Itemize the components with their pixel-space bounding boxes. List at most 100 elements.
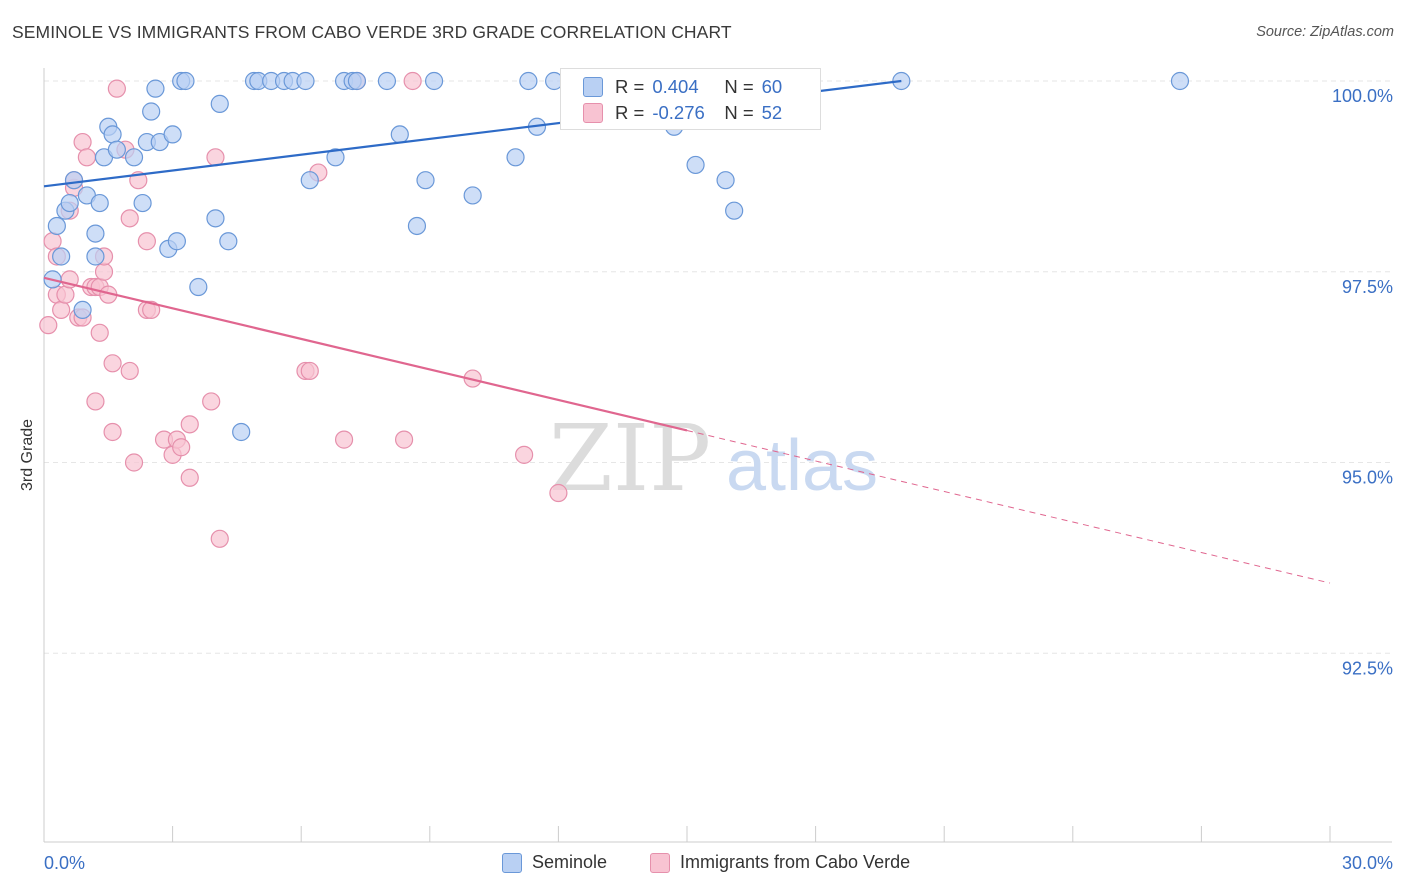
stats-row-seminole: R = 0.404 N = 60 [583, 74, 782, 100]
y-tick-label: 97.5% [1342, 277, 1393, 297]
seminole-point [424, 71, 444, 91]
seminole-point [686, 155, 705, 175]
seminole-point [189, 277, 208, 297]
cabo-verde-point [103, 354, 122, 373]
cabo-verde-point [73, 132, 92, 152]
legend-item-cabo-verde[interactable]: Immigrants from Cabo Verde [650, 852, 910, 873]
cabo-verde-point [103, 422, 122, 442]
seminole-point [377, 71, 397, 91]
seminole-point [146, 79, 165, 98]
cabo-verde-point [394, 430, 414, 449]
seminole-point [124, 148, 144, 167]
cabo-verde-point [137, 232, 156, 251]
r-label: R = [615, 102, 645, 123]
cabo-verde-point [142, 300, 161, 319]
seminole-point [519, 71, 538, 91]
seminole-point [176, 71, 195, 91]
cabo-verde-point [210, 529, 229, 548]
stats-legend: R = 0.404 N = 60 R = -0.276 N = 52 [560, 68, 821, 130]
axes [43, 68, 1392, 843]
cabo-verde-point [120, 361, 139, 381]
n-label: N = [724, 102, 754, 123]
seminole-swatch [583, 77, 603, 97]
legend-label-seminole: Seminole [532, 852, 608, 872]
seminole-point [506, 148, 525, 167]
seminole-point [300, 171, 319, 190]
seminole-swatch [502, 852, 522, 873]
seminole-point [90, 193, 109, 213]
cabo-verde-point [90, 323, 109, 342]
cabo-verde-point [52, 300, 71, 319]
seminole-point [232, 422, 251, 442]
cabo-verde-point [86, 392, 105, 411]
chart-title: SEMINOLE VS IMMIGRANTS FROM CABO VERDE 3… [12, 22, 732, 42]
seminole-point [206, 209, 225, 228]
cabo-verde-point [77, 148, 96, 167]
cabo-verde-point [120, 209, 139, 228]
seminole-point [133, 193, 152, 213]
seminole-point [167, 232, 186, 251]
seminole-point [716, 171, 735, 190]
n-label: N = [724, 76, 754, 97]
r-label: R = [615, 76, 645, 97]
cabo-verde-point [172, 438, 191, 457]
cabo-verde-point [549, 483, 568, 503]
cabo-verde-point [180, 415, 199, 434]
cabo-verde-trend-extension [686, 429, 1331, 584]
seminole-point [52, 247, 71, 266]
cabo-verde-swatch [650, 852, 670, 873]
seminole-point [86, 247, 105, 266]
seminole-point [107, 140, 126, 159]
x-tick-label: 30.0% [1342, 853, 1393, 873]
x-tick-label: 0.0% [44, 853, 85, 873]
cabo-verde-point [94, 262, 114, 281]
y-tick-label: 95.0% [1342, 468, 1393, 488]
seminole-point [1170, 71, 1190, 91]
cabo-verde-point [107, 79, 126, 98]
seminole-point [725, 201, 744, 220]
seminole-point [416, 171, 435, 190]
y-tick-label: 100.0% [1332, 86, 1393, 106]
seminole-point [73, 300, 92, 319]
n-value: 52 [761, 102, 783, 123]
cabo-verde-point [56, 285, 75, 304]
cabo-verde-trend-line [43, 276, 688, 432]
cabo-verde-point [202, 392, 221, 411]
data-points [39, 71, 1190, 548]
seminole-point [463, 186, 482, 205]
y-tick-label: 92.5% [1342, 658, 1393, 678]
legend-label-cabo-verde: Immigrants from Cabo Verde [680, 852, 911, 872]
legend-item-seminole[interactable]: Seminole [502, 852, 607, 873]
watermark-zip: ZIP [549, 405, 711, 512]
cabo-verde-point [43, 232, 62, 251]
cabo-verde-point [403, 71, 422, 91]
seminole-point [407, 216, 427, 236]
seminole-point [64, 171, 84, 190]
cabo-verde-point [206, 148, 225, 167]
stats-row-cabo-verde: R = -0.276 N = 52 [583, 100, 782, 126]
cabo-verde-swatch [583, 103, 603, 123]
cabo-verde-point [300, 361, 319, 381]
bottom-legend: Seminole Immigrants from Cabo Verde [0, 852, 1406, 878]
cabo-verde-point [124, 453, 144, 472]
seminole-point [347, 71, 367, 91]
watermark: ZIP atlas [549, 405, 878, 512]
source-credit: Source: ZipAtlas.com [1256, 24, 1394, 40]
seminole-point [163, 125, 182, 144]
seminole-point [390, 125, 409, 144]
cabo-verde-point [39, 316, 58, 335]
cabo-verde-point [515, 445, 534, 464]
seminole-point [47, 216, 66, 236]
seminole-point [210, 94, 229, 113]
seminole-point [219, 232, 238, 251]
seminole-point [60, 193, 79, 213]
r-value: 0.404 [652, 76, 699, 97]
seminole-point [142, 102, 161, 121]
seminole-point [296, 71, 315, 91]
n-value: 60 [761, 76, 783, 97]
r-value: -0.276 [652, 102, 705, 123]
seminole-point [86, 224, 105, 243]
tick-labels: 92.5% 95.0% 97.5% 100.0% 0.0% 30.0% [44, 86, 1393, 873]
seminole-point [103, 125, 122, 144]
